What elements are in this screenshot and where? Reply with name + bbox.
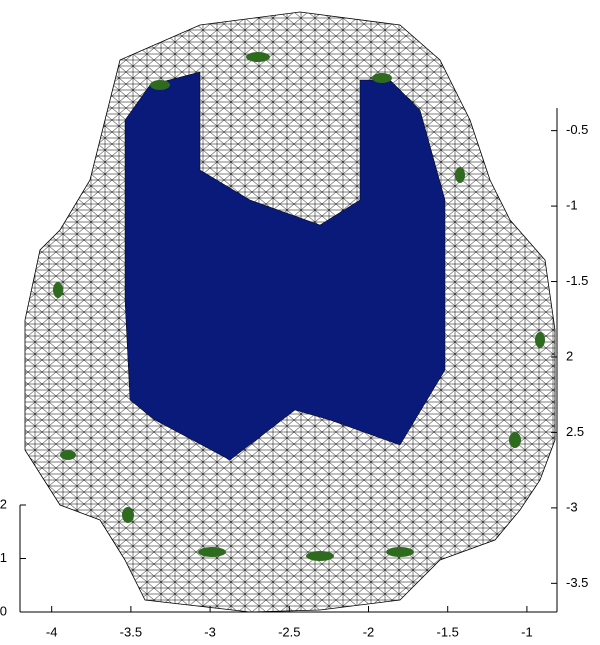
marker — [306, 551, 334, 561]
marker — [150, 80, 170, 90]
y-tick-label: 2 — [566, 348, 573, 363]
y-tick-label: -0.5 — [566, 122, 588, 137]
x-tick-label: -2.5 — [278, 624, 300, 639]
y-tick-label: -3 — [566, 499, 578, 514]
filled-region — [124, 71, 446, 461]
y-tick-label: -1 — [566, 198, 578, 213]
marker — [509, 432, 521, 448]
x-tick-label: -1.5 — [436, 624, 458, 639]
marker — [198, 547, 226, 557]
markers — [53, 52, 545, 561]
y-tick-label: -1.5 — [566, 273, 588, 288]
x-tick-label: -2 — [363, 624, 375, 639]
z-tick-label: 1 — [0, 550, 7, 565]
z-tick-label: 2 — [0, 496, 7, 511]
y-tick-label: -3.5 — [566, 575, 588, 590]
marker — [246, 52, 270, 62]
x-tick-label: -3 — [204, 624, 216, 639]
marker — [53, 282, 63, 298]
marker — [372, 73, 392, 83]
y-tick-label: 2.5 — [566, 424, 584, 439]
x-tick-label: -4 — [46, 624, 58, 639]
x-tick-label: -1 — [521, 624, 533, 639]
marker — [122, 507, 134, 523]
marker — [60, 450, 76, 460]
marker — [535, 332, 545, 348]
marker — [455, 167, 465, 183]
mesh-surface — [24, 11, 556, 613]
z-tick-label: 0 — [0, 603, 7, 618]
x-tick-label: -3.5 — [120, 624, 142, 639]
marker — [386, 547, 414, 557]
